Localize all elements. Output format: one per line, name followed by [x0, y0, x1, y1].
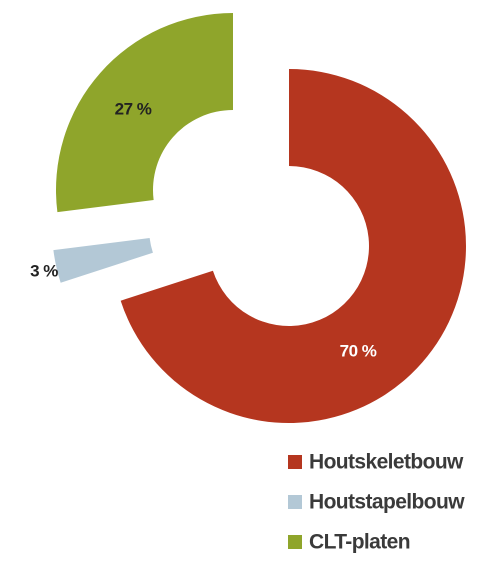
legend-label: Houtstapelbouw — [309, 491, 465, 514]
donut-slice — [55, 13, 233, 213]
donut-slice — [120, 69, 466, 423]
legend-swatch — [288, 455, 302, 469]
legend-swatch — [288, 495, 302, 509]
legend-label: Houtskeletbouw — [309, 451, 464, 474]
slice-label: 70 % — [340, 341, 377, 360]
legend-label: CLT-platen — [309, 531, 410, 554]
legend-swatch — [288, 535, 302, 549]
donut-slice — [53, 238, 153, 283]
slice-label: 27 % — [115, 99, 152, 118]
slice-label: 3 % — [30, 261, 58, 280]
